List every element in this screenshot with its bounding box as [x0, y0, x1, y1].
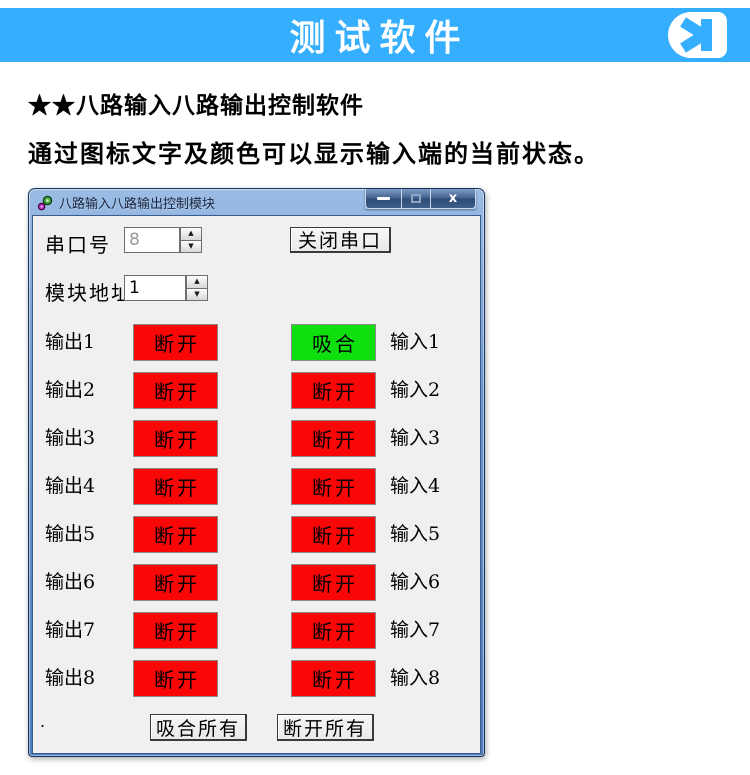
output-state-button[interactable]: 断开 — [133, 516, 218, 553]
module-address-input[interactable]: 1 — [124, 275, 186, 301]
spin-down-button[interactable]: ▼ — [180, 240, 202, 253]
io-row: 输出8 断开 断开 输入8 — [33, 660, 480, 697]
spin-up-icon: ▲ — [194, 277, 200, 286]
output-state-button[interactable]: 断开 — [133, 420, 218, 457]
output-label: 输出4 — [45, 475, 96, 497]
spin-down-button[interactable]: ▼ — [186, 288, 208, 301]
output-state-button[interactable]: 断开 — [133, 612, 218, 649]
io-row: 输出7 断开 断开 输入7 — [33, 612, 480, 649]
io-row: 输出4 断开 断开 输入4 — [33, 468, 480, 505]
io-row: 输出1 断开 吸合 输入1 — [33, 324, 480, 361]
spin-up-icon: ▲ — [188, 229, 194, 238]
input-label: 输入8 — [390, 667, 441, 689]
output-label: 输出8 — [45, 667, 96, 689]
maximize-icon — [411, 194, 421, 203]
output-label: 输出3 — [45, 427, 96, 449]
module-address-spinner: ▲ ▼ — [186, 275, 208, 301]
intro-line-2: 通过图标文字及颜色可以显示输入端的当前状态。 — [28, 139, 600, 168]
minimize-icon — [377, 197, 390, 200]
app-title: 测试软件 — [289, 17, 470, 59]
io-row: 输出5 断开 断开 输入5 — [33, 516, 480, 553]
footer-dot: . — [40, 712, 46, 731]
io-row: 输出3 断开 断开 输入3 — [33, 420, 480, 457]
output-state-button[interactable]: 断开 — [133, 324, 218, 361]
output-label: 输出6 — [45, 571, 96, 593]
window-app-icon — [37, 195, 53, 210]
input-label: 输入2 — [390, 379, 441, 401]
app-window: 八路输入八路输出控制模块 x 串口号 8 ▲ ▼ 关闭串口 模块地址 1 ▲ ▼ — [28, 188, 485, 757]
close-serial-button[interactable]: 关闭串口 — [290, 227, 391, 253]
input-label: 输入7 — [390, 619, 441, 641]
input-label: 输入4 — [390, 475, 441, 497]
output-label: 输出2 — [45, 379, 96, 401]
intro-line-1: ★★八路输入八路输出控制软件 — [28, 92, 364, 119]
spin-up-button[interactable]: ▲ — [180, 227, 202, 241]
io-row: 输出2 断开 断开 输入2 — [33, 372, 480, 409]
input-state-indicator: 断开 — [291, 516, 376, 553]
mirrored-k-icon — [680, 17, 712, 53]
close-icon: x — [448, 191, 458, 206]
output-state-button[interactable]: 断开 — [133, 468, 218, 505]
input-state-indicator: 断开 — [291, 420, 376, 457]
input-state-indicator: 断开 — [291, 564, 376, 601]
spin-down-icon: ▼ — [194, 289, 200, 298]
input-label: 输入5 — [390, 523, 441, 545]
input-state-indicator: 吸合 — [291, 324, 376, 361]
window-title: 八路输入八路输出控制模块 — [59, 197, 216, 212]
io-row: 输出6 断开 断开 输入6 — [33, 564, 480, 601]
input-state-indicator: 断开 — [291, 660, 376, 697]
maximize-button[interactable] — [402, 189, 430, 209]
module-address-label: 模块地址 — [45, 281, 133, 305]
input-label: 输入6 — [390, 571, 441, 593]
serial-port-label: 串口号 — [45, 233, 111, 257]
brand-logo-icon — [668, 12, 727, 58]
window-controls: x — [365, 189, 476, 209]
output-state-button[interactable]: 断开 — [133, 372, 218, 409]
minimize-button[interactable] — [365, 189, 402, 209]
spin-down-icon: ▼ — [188, 241, 194, 250]
engage-all-button[interactable]: 吸合所有 — [150, 714, 247, 741]
output-label: 输出7 — [45, 619, 96, 641]
window-titlebar[interactable]: 八路输入八路输出控制模块 x — [33, 189, 480, 216]
input-label: 输入3 — [390, 427, 441, 449]
app-header: 测试软件 — [0, 8, 750, 62]
input-state-indicator: 断开 — [291, 612, 376, 649]
spin-up-button[interactable]: ▲ — [186, 275, 208, 289]
close-button[interactable]: x — [430, 189, 476, 209]
output-label: 输出5 — [45, 523, 96, 545]
input-state-indicator: 断开 — [291, 372, 376, 409]
output-label: 输出1 — [45, 331, 96, 353]
output-state-button[interactable]: 断开 — [133, 564, 218, 601]
input-label: 输入1 — [390, 331, 441, 353]
window-client-area: 串口号 8 ▲ ▼ 关闭串口 模块地址 1 ▲ ▼ 输出1 断开 吸合 输入1 … — [33, 216, 480, 753]
input-state-indicator: 断开 — [291, 468, 376, 505]
output-state-button[interactable]: 断开 — [133, 660, 218, 697]
release-all-button[interactable]: 断开所有 — [277, 714, 374, 741]
serial-port-spinner: ▲ ▼ — [180, 227, 202, 253]
serial-port-input[interactable]: 8 — [124, 227, 180, 253]
